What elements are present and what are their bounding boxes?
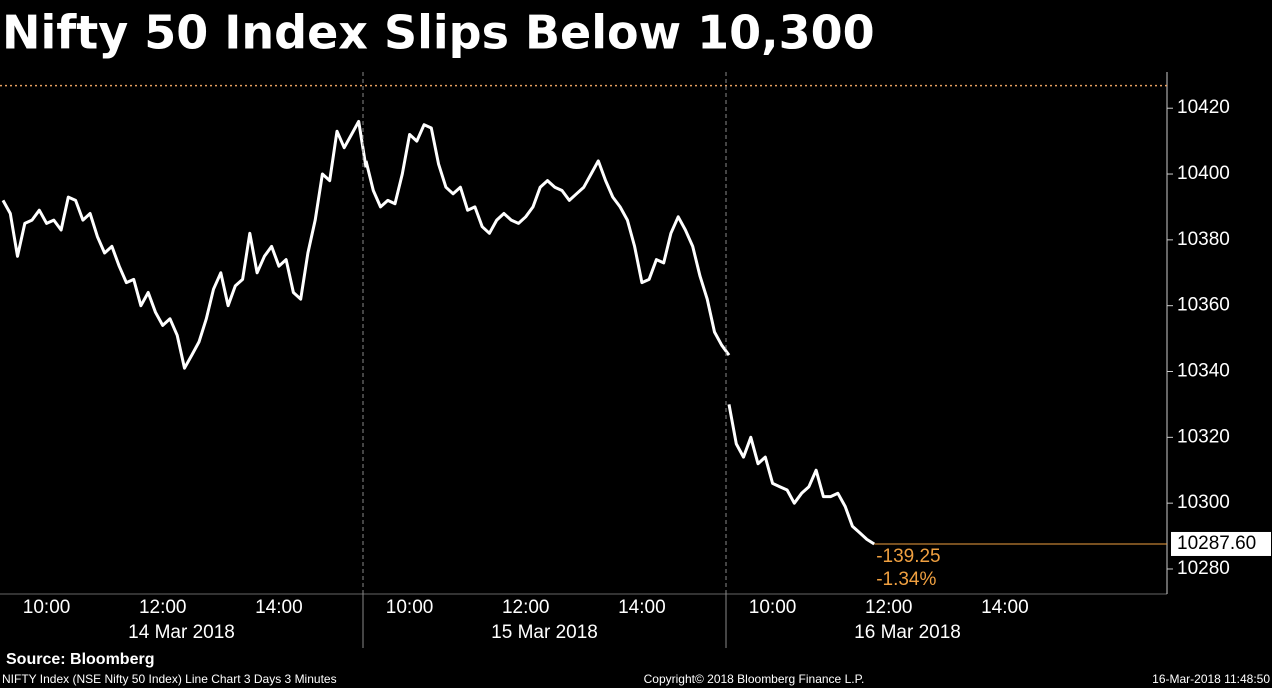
y-tick-label: 10420 [1177, 97, 1230, 118]
footer-right: 16-Mar-2018 11:48:50 [1152, 672, 1270, 686]
footer-center: Copyright© 2018 Bloomberg Finance L.P. [644, 672, 865, 686]
price-line [1, 119, 368, 370]
y-tick-label: 10380 [1177, 229, 1230, 250]
y-tick-label: 10300 [1177, 492, 1230, 513]
day-label: 16 Mar 2018 [854, 622, 961, 643]
y-tick-label: 10360 [1177, 295, 1230, 316]
source: Source: Bloomberg [6, 651, 154, 668]
footer-left: NIFTY Index (NSE Nifty 50 Index) Line Ch… [2, 672, 337, 686]
day-label: 15 Mar 2018 [491, 622, 598, 643]
x-tick-label: 14:00 [255, 597, 303, 618]
x-tick-label: 14:00 [981, 597, 1029, 618]
y-tick-label: 10340 [1177, 361, 1230, 382]
y-tick-label: 10280 [1177, 558, 1230, 579]
last-value-box [1171, 531, 1271, 556]
y-tick-label: 10320 [1177, 426, 1230, 447]
y-tick-label: 10400 [1177, 163, 1230, 184]
x-tick-label: 12:00 [502, 597, 550, 618]
change-label: -139.25 [876, 546, 940, 567]
change-pct-label: -1.34% [876, 569, 936, 590]
price-line [727, 404, 875, 546]
x-tick-label: 10:00 [749, 597, 797, 618]
x-tick-label: 10:00 [23, 597, 71, 618]
x-tick-label: 12:00 [865, 597, 913, 618]
chart-title: Nifty 50 Index Slips Below 10,300 [2, 6, 875, 60]
day-label: 14 Mar 2018 [128, 622, 235, 643]
price-line [364, 123, 731, 356]
x-tick-label: 12:00 [139, 597, 187, 618]
last-value-label: 10287.60 [1177, 533, 1256, 554]
x-tick-label: 10:00 [386, 597, 434, 618]
x-tick-label: 14:00 [618, 597, 666, 618]
